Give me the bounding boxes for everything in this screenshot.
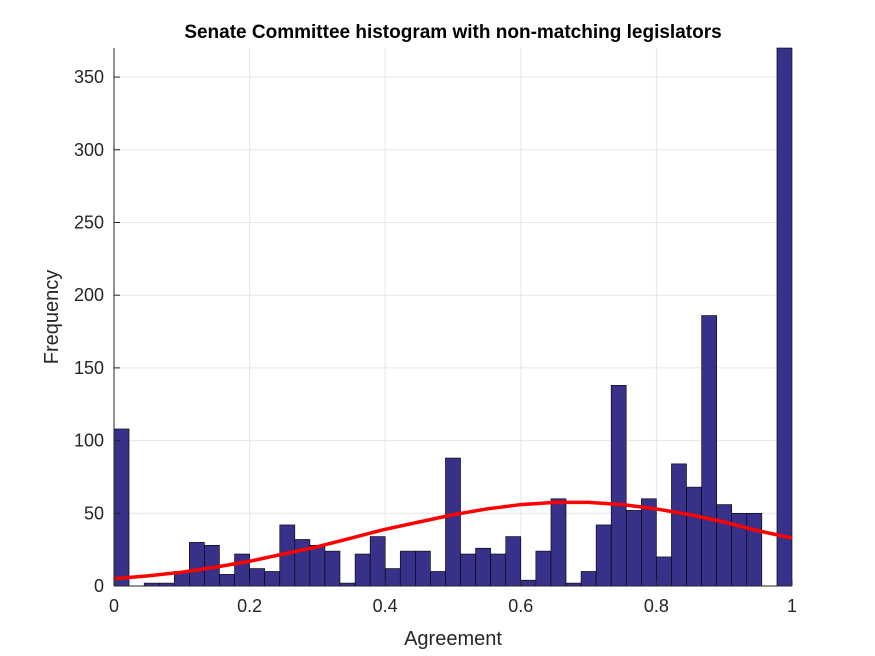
histogram-bar	[189, 542, 205, 587]
histogram-bar	[309, 544, 326, 587]
y-axis-title: Frequency	[41, 270, 63, 365]
axes	[113, 48, 793, 587]
histogram-bar	[249, 568, 265, 587]
histogram-bar	[580, 571, 597, 587]
fit-curve-layer	[113, 500, 793, 581]
histogram-bar	[641, 498, 657, 587]
x-tick-label: 0.2	[237, 596, 262, 616]
histogram-bar	[369, 536, 386, 587]
histogram-bar	[219, 574, 235, 587]
x-tick-label: 0.6	[508, 596, 533, 616]
histogram-bar	[445, 457, 461, 587]
histogram-bar	[746, 512, 763, 587]
histogram-bar	[701, 315, 717, 587]
y-tick-label: 300	[74, 140, 104, 160]
chart-title: Senate Committee histogram with non-matc…	[184, 22, 721, 43]
grid-lines	[114, 48, 792, 586]
histogram-bar	[264, 571, 281, 587]
histogram-bar	[656, 556, 672, 587]
x-tick-label: 1	[787, 596, 797, 616]
fit-curve	[113, 500, 793, 581]
histogram-bar	[384, 568, 401, 587]
histogram-bar	[430, 571, 446, 587]
histogram-bar	[716, 504, 733, 587]
y-tick-label: 350	[74, 67, 104, 87]
y-tick-label: 150	[74, 358, 104, 378]
histogram-bar	[595, 524, 612, 587]
histogram-bar	[415, 550, 431, 587]
y-tick-label: 50	[84, 503, 104, 523]
x-tick-label: 0.4	[373, 596, 398, 616]
tick-labels: 0 0.2 0.4 0.6 0.8 1 0 50 100 150 200 250 300 350	[74, 67, 797, 616]
histogram-bar	[490, 553, 507, 587]
histogram-bar	[520, 579, 537, 587]
y-tick-label: 250	[74, 212, 104, 232]
histogram-bar	[399, 550, 416, 587]
histogram-bar	[234, 553, 250, 587]
histogram-bar	[113, 428, 130, 587]
y-tick-label: 100	[74, 431, 104, 451]
histogram-bar	[535, 550, 552, 587]
x-tick-label: 0.8	[644, 596, 669, 616]
histogram-bar	[671, 463, 687, 587]
histogram-bar	[475, 547, 491, 587]
histogram-bar	[776, 47, 793, 587]
histogram-bar	[550, 498, 567, 587]
histogram-bar	[354, 553, 371, 587]
y-tick-label: 0	[94, 576, 104, 596]
histogram-bar	[625, 510, 642, 587]
histogram-bar	[505, 536, 522, 587]
x-axis-title: Agreement	[404, 628, 502, 650]
histogram-bar	[686, 486, 702, 587]
histogram-bar	[294, 539, 311, 587]
histogram-bar	[324, 550, 341, 587]
histogram-bar	[460, 553, 476, 587]
y-tick-label: 200	[74, 285, 104, 305]
histogram-bar	[610, 385, 627, 587]
x-tick-label: 0	[109, 596, 119, 616]
